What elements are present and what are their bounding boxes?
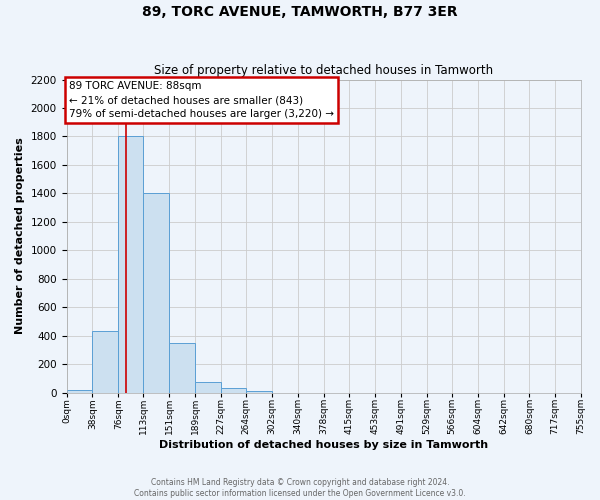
Text: 89 TORC AVENUE: 88sqm
← 21% of detached houses are smaller (843)
79% of semi-det: 89 TORC AVENUE: 88sqm ← 21% of detached … xyxy=(69,81,334,119)
Bar xyxy=(169,342,195,392)
Bar xyxy=(118,136,143,392)
Y-axis label: Number of detached properties: Number of detached properties xyxy=(15,138,25,334)
Text: 89, TORC AVENUE, TAMWORTH, B77 3ER: 89, TORC AVENUE, TAMWORTH, B77 3ER xyxy=(142,5,458,19)
X-axis label: Distribution of detached houses by size in Tamworth: Distribution of detached houses by size … xyxy=(159,440,488,450)
Text: Contains HM Land Registry data © Crown copyright and database right 2024.
Contai: Contains HM Land Registry data © Crown c… xyxy=(134,478,466,498)
Bar xyxy=(221,388,246,392)
Bar xyxy=(92,332,118,392)
Title: Size of property relative to detached houses in Tamworth: Size of property relative to detached ho… xyxy=(154,64,493,77)
Bar xyxy=(143,194,169,392)
Bar xyxy=(67,390,92,392)
Bar xyxy=(195,382,221,392)
